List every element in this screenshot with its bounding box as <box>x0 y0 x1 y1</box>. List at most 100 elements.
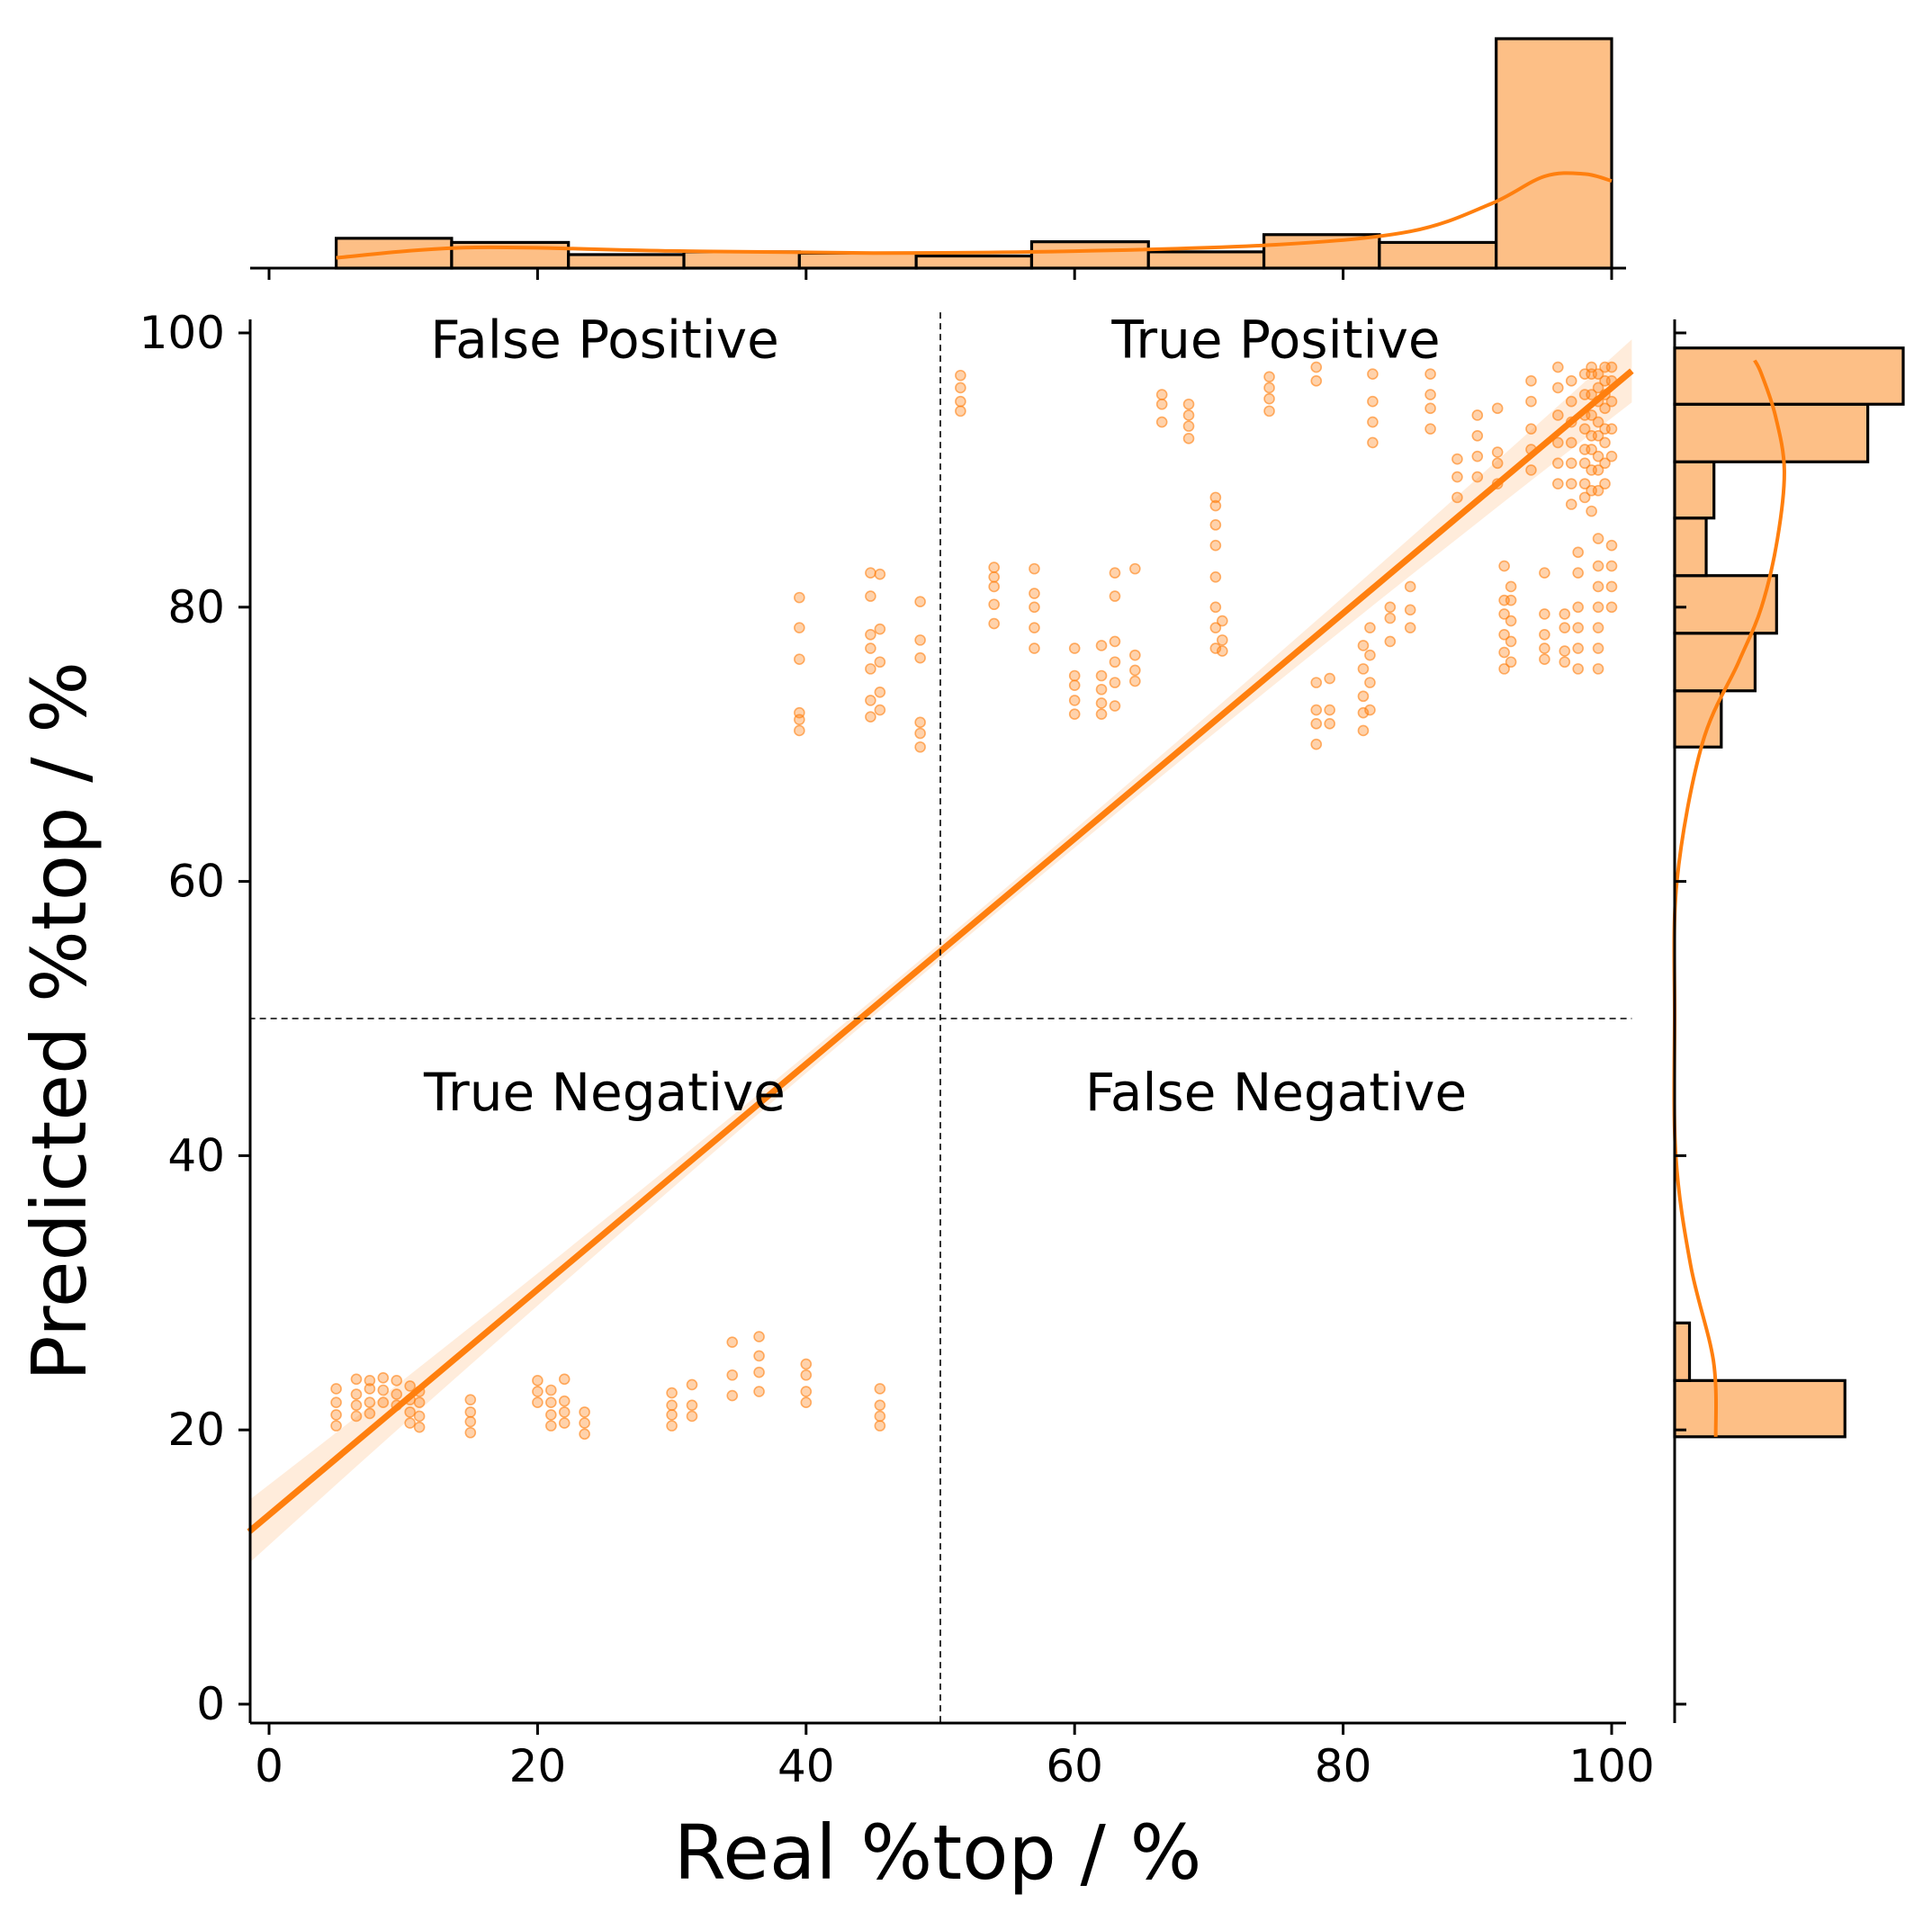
data-point <box>1605 601 1618 614</box>
data-point <box>1324 672 1335 685</box>
data-point <box>1505 615 1517 627</box>
data-point <box>532 1386 544 1397</box>
data-point <box>1404 622 1416 633</box>
data-point <box>545 1396 557 1409</box>
data-point <box>1471 409 1484 421</box>
data-point <box>865 711 876 723</box>
data-point <box>532 1396 544 1409</box>
data-point <box>1605 450 1618 462</box>
data-point <box>1471 429 1484 442</box>
data-point <box>1552 457 1564 470</box>
data-point <box>1364 649 1376 661</box>
y-tick-label: 0 <box>196 1678 225 1730</box>
main-scatter-axes: False Positive True Positive True Negati… <box>15 307 1655 1897</box>
data-point <box>1498 560 1510 572</box>
data-point <box>1599 436 1611 449</box>
data-point <box>1310 738 1323 750</box>
data-point <box>955 382 966 394</box>
x-tick-label: 60 <box>1046 1740 1103 1792</box>
data-point <box>464 1415 477 1428</box>
data-point <box>1552 478 1564 489</box>
data-point <box>1491 402 1504 415</box>
data-point <box>1592 642 1604 654</box>
data-point <box>1592 601 1604 614</box>
data-point <box>558 1406 571 1418</box>
data-point <box>1565 498 1577 510</box>
x-tick-label: 80 <box>1315 1740 1372 1792</box>
data-point <box>1586 409 1597 421</box>
data-point <box>1109 700 1121 712</box>
data-point <box>1471 450 1484 462</box>
data-point <box>726 1369 739 1381</box>
data-point <box>1592 368 1604 381</box>
data-point <box>545 1409 557 1421</box>
data-point <box>377 1396 390 1409</box>
data-point <box>1565 375 1577 387</box>
data-point <box>1451 453 1463 465</box>
data-point <box>404 1380 416 1392</box>
x-tick-label: 100 <box>1568 1740 1654 1792</box>
data-point <box>464 1394 477 1405</box>
quadrant-label-false-positive: False Positive <box>430 309 779 370</box>
data-point <box>1357 640 1370 651</box>
data-point <box>1095 640 1108 651</box>
data-point <box>1592 663 1604 675</box>
data-point <box>800 1386 813 1397</box>
data-point <box>955 405 966 417</box>
data-point <box>914 741 926 753</box>
data-point <box>753 1386 765 1397</box>
data-point <box>1310 677 1323 688</box>
data-point <box>1384 635 1397 648</box>
data-point <box>1324 704 1335 716</box>
data-point <box>1572 642 1584 654</box>
right-kde-curve <box>1672 359 1786 1437</box>
data-point <box>1357 663 1370 675</box>
data-point <box>1539 628 1550 641</box>
data-point <box>874 686 886 698</box>
data-point <box>874 704 886 716</box>
data-point <box>1525 375 1537 387</box>
data-point <box>364 1396 376 1409</box>
data-point <box>330 1409 342 1421</box>
data-point <box>794 706 805 719</box>
data-point <box>1539 653 1550 666</box>
data-point <box>800 1396 813 1409</box>
data-point <box>1209 519 1222 531</box>
data-point <box>1310 718 1323 730</box>
data-point <box>686 1399 698 1412</box>
data-point <box>1525 464 1537 476</box>
data-point <box>377 1384 390 1396</box>
data-point <box>1592 622 1604 633</box>
data-point <box>1217 634 1228 646</box>
data-point <box>1599 457 1611 470</box>
data-point <box>1605 423 1618 435</box>
data-point <box>1029 562 1040 575</box>
data-point <box>1592 580 1604 593</box>
data-point <box>1565 478 1577 489</box>
data-point <box>1364 704 1376 716</box>
data-point <box>874 1420 886 1432</box>
right-histogram-bar <box>1673 516 1708 578</box>
data-point <box>1263 382 1275 394</box>
data-point <box>1586 361 1597 373</box>
data-point <box>1029 601 1040 614</box>
data-point <box>1068 708 1081 720</box>
data-point <box>464 1406 477 1418</box>
data-point <box>1217 615 1228 627</box>
data-point <box>364 1375 376 1387</box>
data-point <box>1572 601 1584 614</box>
data-point <box>1592 464 1604 476</box>
data-point <box>1505 656 1517 669</box>
data-point <box>914 596 926 608</box>
data-point <box>364 1383 376 1395</box>
data-point <box>1565 395 1577 408</box>
data-point <box>391 1375 403 1387</box>
data-point <box>1209 491 1222 504</box>
data-point <box>1505 635 1517 648</box>
data-point <box>753 1331 765 1342</box>
top-marginal-histogram <box>250 37 1626 280</box>
data-point <box>545 1420 557 1432</box>
data-point <box>1424 389 1436 400</box>
data-point <box>874 1410 886 1423</box>
right-histogram-bar <box>1673 402 1870 463</box>
